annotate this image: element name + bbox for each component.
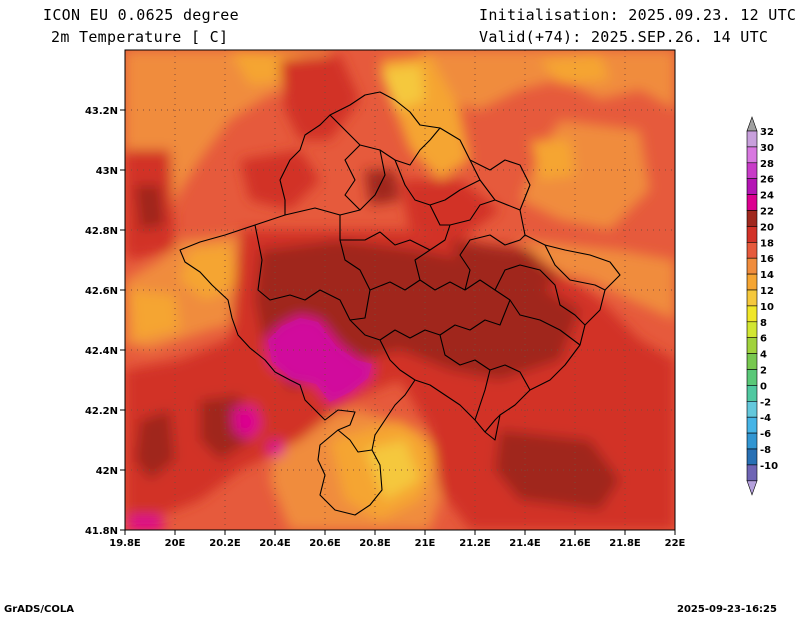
colorbar-label: 10 [760, 302, 774, 313]
lat-label: 42.4N [85, 346, 118, 357]
model-title: ICON EU 0.0625 degree [43, 6, 239, 24]
init-time: Initialisation: 2025.09.23. 12 UTC [479, 6, 797, 24]
temperature-field [125, 50, 675, 530]
lat-label: 42.2N [85, 406, 118, 417]
lon-label: 22E [665, 538, 686, 549]
lon-label: 21.2E [459, 538, 491, 549]
colorbar-label: -4 [760, 413, 771, 424]
lat-labels: 43.2N 43N 42.8N 42.6N 42.4N 42.2N 42N 41… [85, 106, 118, 537]
colorbar-swatch [746, 385, 758, 402]
colorbar-label: 24 [760, 191, 774, 202]
colorbar-swatch [746, 337, 758, 354]
tick-marks [120, 109, 676, 535]
colorbar-label: 22 [760, 207, 774, 218]
colorbar-swatch [746, 130, 758, 148]
colorbar-swatch [746, 321, 758, 338]
colorbar-swatch [746, 146, 758, 164]
colorbar-label: -2 [760, 397, 771, 408]
admin-boundaries [179, 91, 621, 516]
variable-title: 2m Temperature [ C] [51, 28, 229, 46]
lon-labels: 19.8E 20E 20.2E 20.4E 20.6E 20.8E 21E 21… [109, 538, 685, 549]
colorbar-swatch [746, 178, 758, 195]
colorbar-swatch [746, 464, 758, 482]
colorbar-swatch [746, 448, 758, 466]
lat-label: 42.6N [85, 286, 118, 297]
colorbar-label: -8 [760, 445, 771, 456]
colorbar-label: 14 [760, 270, 774, 281]
colorbar-swatch [746, 162, 758, 180]
colorbar-label: 0 [760, 381, 767, 392]
lat-label: 42.8N [85, 226, 118, 237]
lon-label: 20.6E [309, 538, 341, 549]
colorbar-label: -10 [760, 461, 778, 472]
lon-label: 20.8E [359, 538, 391, 549]
colorbar-swatch [746, 273, 758, 291]
colorbar-label: 6 [760, 334, 767, 345]
colorbar-swatch [746, 194, 758, 211]
lon-label: 21.8E [609, 538, 641, 549]
lon-label: 21.6E [559, 538, 591, 549]
colorbar-label: 26 [760, 175, 774, 186]
colorbar-swatch [746, 416, 758, 434]
colorbar-swatch [746, 305, 758, 323]
lat-label: 43.2N [85, 106, 118, 117]
colorbar-swatch [746, 432, 758, 450]
lon-label: 21.4E [509, 538, 541, 549]
colorbar-swatch [746, 400, 758, 418]
colorbar-label: 4 [760, 350, 767, 361]
colorbar-label: 32 [760, 127, 774, 138]
colorbar-swatch [746, 210, 758, 227]
colorbar-label: 12 [760, 286, 774, 297]
lat-label: 42N [96, 466, 118, 477]
lon-label: 21E [415, 538, 436, 549]
lat-label: 41.8N [85, 526, 118, 537]
graticule [125, 50, 675, 530]
colorbar-label: 18 [760, 238, 774, 249]
colorbar-swatch [746, 369, 758, 386]
colorbar-label: 20 [760, 222, 774, 233]
colorbar-swatch [746, 242, 758, 259]
lat-label: 43N [96, 166, 118, 177]
colorbar-top-arrow [746, 116, 758, 132]
colorbar-label: 28 [760, 159, 774, 170]
colorbar-swatch [746, 353, 758, 370]
colorbar-swatch [746, 289, 758, 307]
colorbar-label: 16 [760, 254, 774, 265]
lon-label: 20.2E [209, 538, 241, 549]
colorbar-label: 8 [760, 318, 767, 329]
lon-label: 19.8E [109, 538, 141, 549]
lon-label: 20.4E [259, 538, 291, 549]
valid-time: Valid(+74): 2025.SEP.26. 14 UTC [479, 28, 769, 46]
footer-timestamp: 2025-09-23-16:25 [677, 604, 777, 615]
colorbar-swatch [746, 226, 758, 243]
colorbar-swatch [746, 257, 758, 275]
colorbar-label: 2 [760, 366, 767, 377]
footer-credit: GrADS/COLA [4, 604, 74, 615]
lon-label: 20E [165, 538, 186, 549]
colorbar-label: -6 [760, 429, 771, 440]
colorbar-label: 30 [760, 143, 774, 154]
colorbar-bottom-arrow [746, 480, 758, 496]
